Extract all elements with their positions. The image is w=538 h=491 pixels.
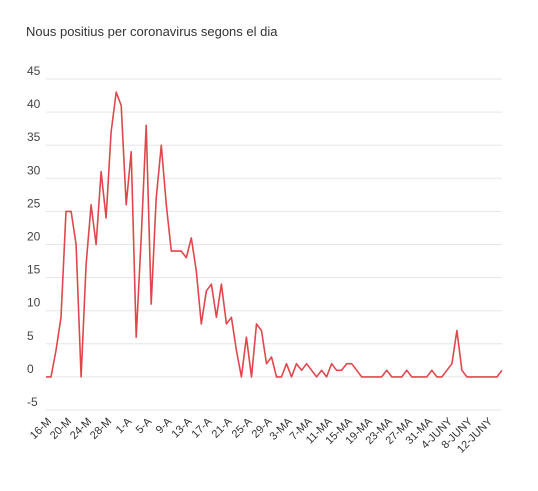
x-tick-label: 13-A (170, 415, 195, 440)
x-tick-label: 28-M (88, 416, 114, 442)
series-line (46, 91, 503, 378)
y-tick-label: 45 (27, 64, 41, 78)
y-tick-label: 40 (27, 97, 41, 111)
y-axis-ticks: -5 0 5 10 15 20 25 30 35 40 45 (27, 64, 41, 409)
y-tick-label: -5 (27, 395, 38, 409)
y-tick-label: 25 (27, 196, 41, 210)
y-tick-label: 30 (27, 163, 41, 177)
y-tick-label: 0 (27, 362, 34, 376)
x-tick-label: 25-A (230, 415, 255, 440)
series (46, 91, 503, 378)
y-tick-label: 35 (27, 130, 41, 144)
x-tick-label: 1-A (114, 415, 135, 436)
x-tick-label: 20-M (48, 416, 74, 442)
y-tick-label: 20 (27, 230, 41, 244)
x-tick-label: 21-A (210, 415, 235, 440)
x-axis-ticks: 16-M20-M24-M28-M 1-A 5-A 9-A13-A17-A21-A25-… (28, 415, 496, 456)
chart-title: Nous positius per coronavirus segons el … (26, 24, 278, 39)
gridlines (46, 78, 502, 411)
x-tick-label: 5-A (134, 415, 155, 436)
y-tick-label: 15 (27, 263, 41, 277)
x-tick-label: 17-A (190, 415, 215, 440)
x-tick-label: 24-M (68, 416, 94, 442)
x-tick-label: 16-M (28, 416, 54, 442)
y-tick-label: 10 (27, 296, 41, 310)
y-tick-label: 5 (27, 329, 34, 343)
